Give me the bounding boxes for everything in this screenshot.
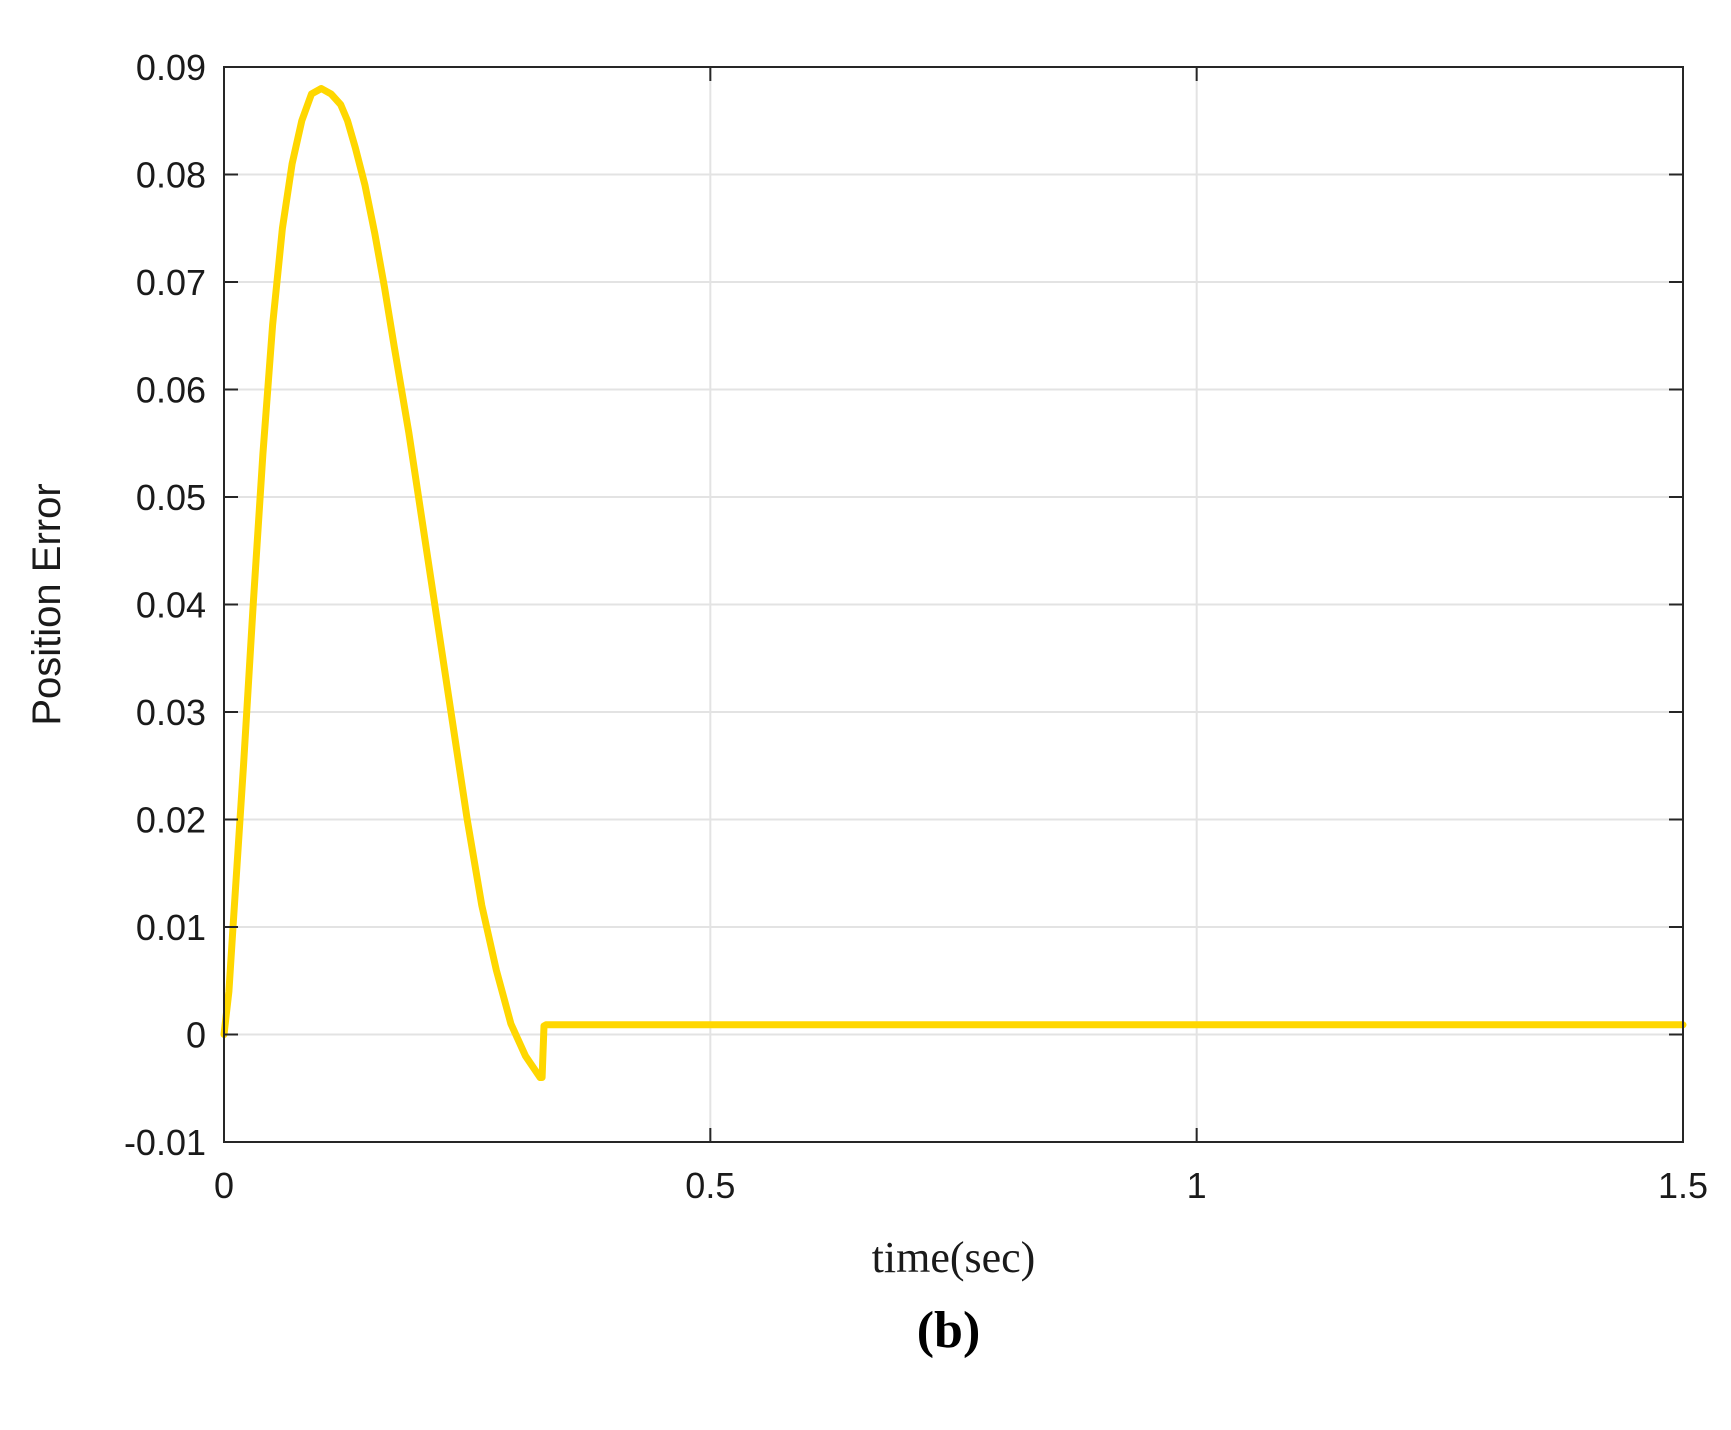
y-tick-label: 0.04: [136, 585, 206, 626]
x-tick-label: 1.5: [1658, 1165, 1708, 1206]
tick-marks: [223, 66, 1684, 1143]
y-tick-label: 0.07: [136, 262, 206, 303]
y-tick-label: 0.03: [136, 692, 206, 733]
y-tick-label: 0: [186, 1015, 206, 1056]
x-tick-labels: 0 0.5 1 1.5: [214, 1165, 1708, 1206]
y-tick-label: 0.06: [136, 370, 206, 411]
y-tick-label: 0.08: [136, 155, 206, 196]
y-tick-label: -0.01: [124, 1122, 206, 1163]
y-tick-label: 0.01: [136, 907, 206, 948]
y-axis-label: Position Error: [25, 483, 69, 725]
panel-label: (b): [917, 1302, 981, 1359]
x-tick-label: 0.5: [685, 1165, 735, 1206]
position-error-series-line: [220, 85, 1687, 1081]
y-tick-labels: -0.01 0 0.01 0.02 0.03 0.04 0.05 0.06 0.07 0.08 0.…: [124, 47, 206, 1163]
y-tick-label: 0.05: [136, 477, 206, 518]
x-axis-label: time(sec): [872, 1233, 1036, 1282]
series-layer: [220, 85, 1687, 1081]
x-tick-label: 1: [1187, 1165, 1207, 1206]
grid-lines: [224, 67, 1683, 1142]
x-tick-label: 0: [214, 1165, 234, 1206]
y-tick-label: 0.02: [136, 800, 206, 841]
y-tick-label: 0.09: [136, 47, 206, 88]
